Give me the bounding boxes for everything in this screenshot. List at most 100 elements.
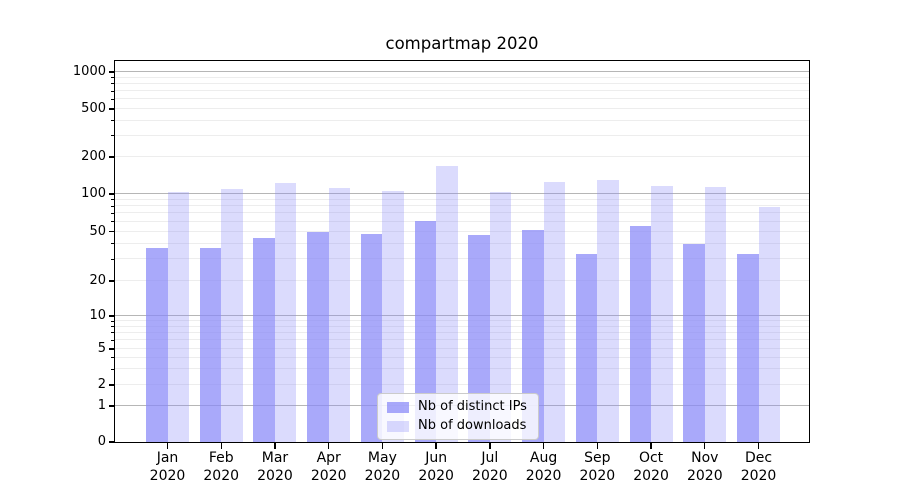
x-label-month: Aug xyxy=(529,450,558,466)
bar-nb-of-downloads-nov xyxy=(704,187,727,442)
y-tick-mark-2 xyxy=(108,384,114,386)
x-tick-label-sep: Sep 2020 xyxy=(580,450,616,485)
y-minor-tick-300 xyxy=(111,135,114,137)
bar-nb-of-distinct-ips-apr xyxy=(307,231,329,442)
x-label-year: 2020 xyxy=(203,467,240,484)
x-label-year: 2020 xyxy=(310,467,347,484)
y-tick-label-20: 20 xyxy=(89,273,106,288)
minor-gridline-6 xyxy=(115,339,809,341)
x-label-year: 2020 xyxy=(149,467,186,484)
x-tick-label-feb: Feb 2020 xyxy=(203,450,239,485)
major-gridline-10 xyxy=(115,315,809,316)
x-label-month: Jun xyxy=(425,450,448,466)
legend-label-nb-of-distinct-ips: Nb of distinct IPs xyxy=(418,399,527,414)
x-label-month: Feb xyxy=(208,450,234,466)
y-tick-mark-200 xyxy=(108,156,114,158)
bar-nb-of-downloads-may xyxy=(382,190,404,442)
minor-gridline-20 xyxy=(115,280,809,281)
chart-title: compartmap 2020 xyxy=(385,34,539,53)
x-tick-mark-dec xyxy=(757,442,760,449)
minor-gridline-7 xyxy=(115,331,809,333)
major-gridline-1000 xyxy=(115,71,809,72)
y-tick-label-0: 0 xyxy=(97,434,106,449)
legend-item-nb-of-downloads: Nb of downloads xyxy=(387,418,527,434)
x-tick-mark-feb xyxy=(220,442,222,449)
y-tick-mark-100 xyxy=(108,193,114,195)
minor-gridline-900 xyxy=(115,76,809,78)
x-tick-label-jan: Jan 2020 xyxy=(150,450,186,485)
y-tick-mark-1 xyxy=(108,405,114,407)
y-minor-tick-90 xyxy=(111,199,114,201)
minor-gridline-90 xyxy=(115,198,809,200)
bar-nb-of-distinct-ips-dec xyxy=(737,253,759,442)
x-label-month: Jan xyxy=(156,450,179,466)
y-tick-mark-5 xyxy=(108,348,114,350)
x-label-month: Jul xyxy=(481,450,499,466)
x-tick-label-aug: Aug 2020 xyxy=(526,450,562,485)
x-tick-mark-sep xyxy=(596,442,599,449)
bar-nb-of-distinct-ips-sep xyxy=(575,253,598,442)
y-tick-label-2: 2 xyxy=(97,377,106,392)
y-tick-label-50: 50 xyxy=(89,223,106,239)
y-minor-tick-900 xyxy=(111,77,114,79)
bar-nb-of-distinct-ips-jul xyxy=(468,234,490,442)
x-label-month: Apr xyxy=(316,450,341,466)
y-tick-mark-20 xyxy=(108,280,114,282)
x-label-month: Sep xyxy=(584,450,611,466)
legend-label-nb-of-downloads: Nb of downloads xyxy=(418,418,527,433)
bar-nb-of-downloads-dec xyxy=(758,206,781,442)
x-tick-mark-nov xyxy=(704,442,706,449)
bar-nb-of-distinct-ips-nov xyxy=(683,243,705,442)
y-minor-tick-60 xyxy=(111,221,114,223)
x-tick-mark-aug xyxy=(542,442,545,449)
x-label-year: 2020 xyxy=(686,467,723,484)
x-label-month: Mar xyxy=(261,450,289,466)
minor-gridline-200 xyxy=(115,156,809,157)
x-label-year: 2020 xyxy=(418,467,454,484)
x-tick-mark-jul xyxy=(489,442,491,449)
minor-gridline-30 xyxy=(115,258,809,260)
bar-nb-of-downloads-sep xyxy=(597,179,619,442)
y-tick-label-500: 500 xyxy=(81,101,106,116)
x-label-month: Nov xyxy=(691,450,719,466)
major-gridline-100 xyxy=(115,193,809,194)
y-tick-mark-50 xyxy=(108,230,114,233)
y-tick-label-200: 200 xyxy=(81,149,106,164)
x-label-year: 2020 xyxy=(740,467,777,484)
minor-gridline-600 xyxy=(115,98,809,100)
minor-gridline-80 xyxy=(115,205,809,207)
y-minor-tick-600 xyxy=(111,98,114,100)
x-label-year: 2020 xyxy=(633,467,669,484)
y-minor-tick-3 xyxy=(111,368,114,370)
y-tick-label-1: 1 xyxy=(97,398,106,413)
x-tick-label-jun: Jun 2020 xyxy=(418,450,454,485)
y-tick-mark-1000 xyxy=(108,71,114,73)
minor-gridline-300 xyxy=(115,134,809,136)
y-tick-mark-500 xyxy=(108,108,114,110)
bar-nb-of-downloads-oct xyxy=(651,186,673,442)
x-label-year: 2020 xyxy=(525,467,562,484)
y-minor-tick-6 xyxy=(111,339,114,341)
x-tick-label-nov: Nov 2020 xyxy=(687,450,723,485)
minor-gridline-40 xyxy=(115,242,809,244)
y-minor-tick-8 xyxy=(111,326,114,328)
y-minor-tick-700 xyxy=(111,90,114,92)
bar-nb-of-downloads-apr xyxy=(328,187,351,442)
minor-gridline-60 xyxy=(115,220,809,222)
minor-gridline-500 xyxy=(115,108,809,109)
legend-swatch-nb-of-distinct-ips xyxy=(387,401,409,413)
legend-item-nb-of-distinct-ips: Nb of distinct IPs xyxy=(387,399,527,415)
x-label-month: Dec xyxy=(744,450,773,466)
y-tick-mark-10 xyxy=(108,315,114,317)
x-tick-label-oct: Oct 2020 xyxy=(633,450,669,485)
x-label-year: 2020 xyxy=(579,467,616,484)
x-tick-label-mar: Mar 2020 xyxy=(257,450,293,485)
bar-nb-of-distinct-ips-oct xyxy=(629,226,652,442)
bar-nb-of-downloads-jun xyxy=(436,165,458,442)
y-minor-tick-30 xyxy=(111,258,114,260)
x-label-year: 2020 xyxy=(364,467,401,484)
minor-gridline-8 xyxy=(115,325,809,327)
bar-nb-of-downloads-jan xyxy=(167,192,189,442)
y-minor-tick-70 xyxy=(111,212,114,214)
